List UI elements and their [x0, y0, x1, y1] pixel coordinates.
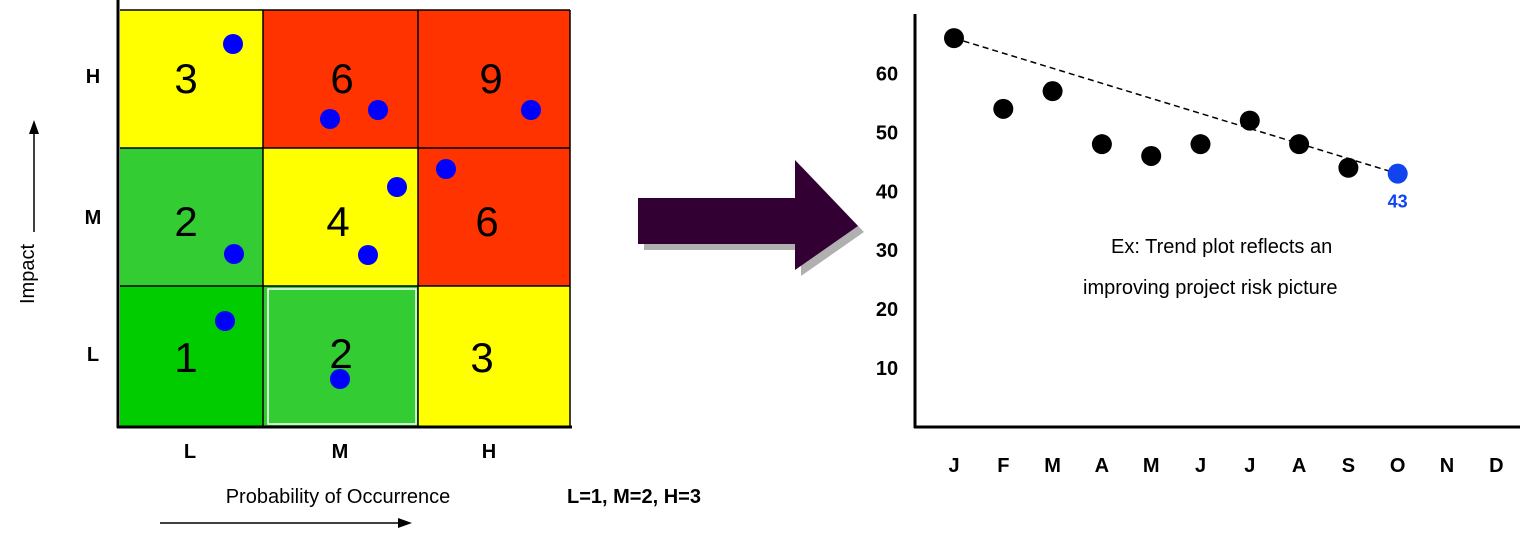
trend-point — [1141, 145, 1162, 166]
trend-point — [993, 98, 1014, 119]
risk-dot — [436, 159, 456, 179]
x-tick-label: A — [1095, 455, 1109, 477]
risk-dot — [224, 244, 244, 264]
current-value-label: 43 — [1388, 192, 1408, 212]
trend-point — [1091, 134, 1112, 155]
score-l-l: 1 — [174, 334, 197, 381]
risk-dot — [215, 311, 235, 331]
cell-h-m — [263, 10, 418, 148]
arrow-body — [638, 160, 858, 270]
cell-l-l — [120, 286, 263, 426]
x-tick-label: D — [1489, 455, 1503, 477]
matrix-x-level-labels: L M H — [184, 441, 496, 463]
risk-dot — [320, 109, 340, 129]
cell-l-h — [418, 286, 570, 426]
transition-arrow — [638, 160, 864, 276]
risk-dots — [215, 34, 541, 389]
x-tick-label: O — [1390, 455, 1406, 477]
trend-annotation-line-1: Ex: Trend plot reflects an — [1111, 236, 1332, 258]
impact-axis-title: Impact — [17, 244, 39, 304]
risk-dot — [387, 177, 407, 197]
trend-point — [1190, 134, 1211, 155]
cell-h-l — [120, 10, 263, 148]
trend-point — [1289, 134, 1310, 155]
score-h-h: 9 — [479, 55, 502, 102]
score-l-m: 2 — [329, 330, 352, 377]
y-tick-label: 30 — [876, 240, 898, 262]
matrix-cells — [120, 10, 570, 426]
risk-dot — [521, 100, 541, 120]
score-m-m: 4 — [326, 198, 349, 245]
x-level-label: L — [184, 441, 196, 463]
trend-point — [1042, 81, 1063, 102]
x-tick-label: N — [1440, 455, 1454, 477]
current-point — [1387, 163, 1408, 184]
score-m-l: 2 — [174, 198, 197, 245]
cell-l-m — [263, 286, 418, 426]
trend-point — [1338, 157, 1359, 178]
trendline — [953, 37, 1398, 175]
x-tick-label: J — [948, 455, 959, 477]
x-tick-label: S — [1342, 455, 1355, 477]
x-level-label: M — [332, 441, 349, 463]
x-tick-label: F — [997, 455, 1009, 477]
cell-m-m — [263, 148, 418, 286]
x-tick-label: M — [1044, 455, 1061, 477]
matrix-grid — [120, 9, 571, 426]
x-tick-label: J — [1195, 455, 1206, 477]
matrix-y-level-labels: H M L — [85, 66, 102, 366]
y-tick-label: 10 — [876, 358, 898, 380]
cell-scores: 3 6 9 2 4 6 1 2 3 — [174, 55, 502, 381]
y-tick-label: 50 — [876, 122, 898, 144]
cell-m-l — [120, 148, 263, 286]
x-tick-label: M — [1143, 455, 1160, 477]
score-h-m: 6 — [330, 55, 353, 102]
x-tick-label: J — [1244, 455, 1255, 477]
cell-h-h — [418, 10, 570, 148]
trend-point — [1239, 110, 1260, 131]
y-tick-label: 40 — [876, 181, 898, 203]
probability-axis-title: Probability of Occurrence — [226, 486, 451, 508]
risk-dot — [223, 34, 243, 54]
y-tick-label: 20 — [876, 299, 898, 321]
y-level-label: H — [86, 66, 100, 88]
trend-y-tick-labels: 10 20 30 40 50 60 — [876, 63, 898, 380]
trend-points — [944, 28, 1408, 184]
risk-dot — [330, 369, 350, 389]
score-h-l: 3 — [174, 55, 197, 102]
risk-dot — [358, 245, 378, 265]
score-l-h: 3 — [470, 334, 493, 381]
y-level-label: L — [87, 344, 99, 366]
risk-dot — [368, 100, 388, 120]
trend-chart: 10 20 30 40 50 60 J F M A M J J A S O N D 43 Ex: Trend p… — [876, 14, 1520, 477]
score-m-h: 6 — [475, 198, 498, 245]
probability-arrow-head — [398, 518, 412, 528]
y-tick-label: 60 — [876, 63, 898, 85]
y-level-label: M — [85, 207, 102, 229]
level-legend: L=1, M=2, H=3 — [567, 486, 701, 508]
risk-matrix: 3 6 9 2 4 6 1 2 3 H M L — [17, 0, 701, 528]
x-tick-label: A — [1292, 455, 1306, 477]
trend-annotation-line-2: improving project risk picture — [1083, 277, 1338, 299]
x-level-label: H — [482, 441, 496, 463]
trend-annotation: Ex: Trend plot reflects an improving pro… — [1083, 236, 1338, 299]
trend-point — [944, 28, 964, 49]
impact-arrow-head — [29, 120, 39, 134]
